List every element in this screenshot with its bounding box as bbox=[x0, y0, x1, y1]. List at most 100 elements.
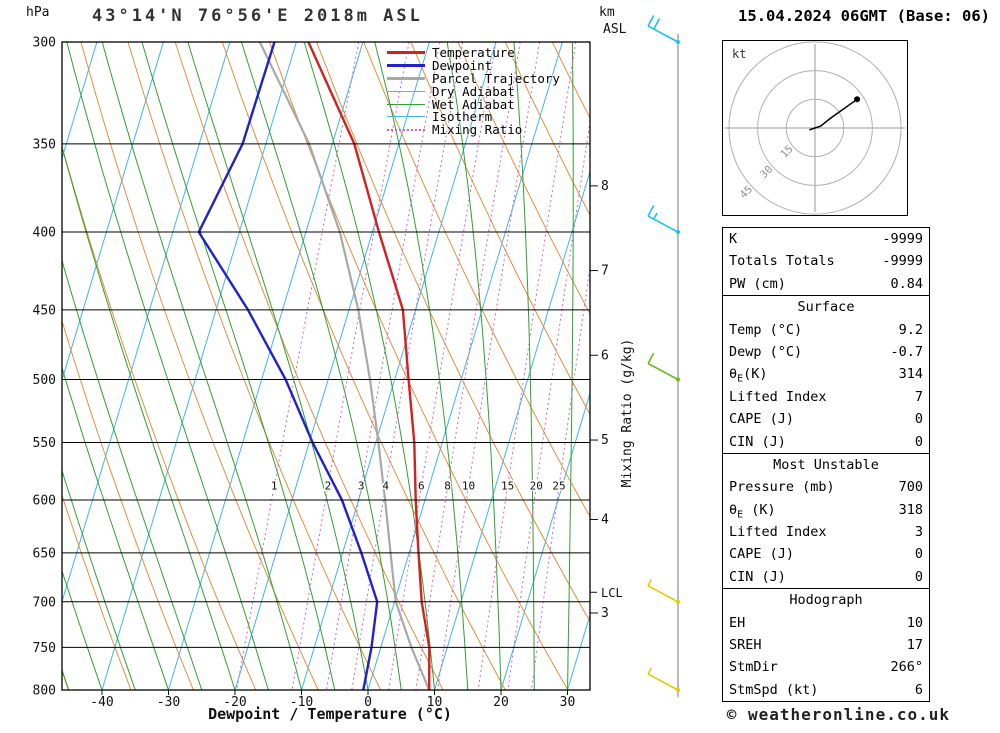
isotherm-line bbox=[634, 42, 712, 690]
table-row: Temp (°C) 9.2 bbox=[723, 319, 929, 341]
row-label: Dewp (°C) bbox=[729, 343, 803, 360]
row-value: 9.2 bbox=[898, 321, 923, 338]
credit-link[interactable]: © weatheronline.co.uk bbox=[726, 705, 950, 724]
row-label: PW (cm) bbox=[729, 275, 786, 292]
row-label: CAPE (J) bbox=[729, 411, 795, 428]
table-row: Pressure (mb) 700 bbox=[723, 476, 929, 498]
mixing-ratio-line bbox=[236, 42, 360, 690]
km-tick-label: 5 bbox=[601, 433, 609, 448]
table-row: StmDir 266° bbox=[723, 656, 929, 678]
km-tick-label: 3 bbox=[601, 606, 609, 621]
row-value: 0 bbox=[914, 546, 923, 563]
mixing-ratio-axis-label: Mixing Ratio (g/kg) bbox=[620, 339, 635, 488]
row-value: 6 bbox=[914, 681, 923, 698]
legend-line-temperature bbox=[387, 50, 425, 54]
pressure-tick-label: 750 bbox=[33, 641, 56, 656]
legend-item-dry_adiabat: Dry Adiabat bbox=[387, 84, 560, 99]
row-label: CIN (J) bbox=[729, 433, 786, 450]
mixing-ratio-value-label: 1 bbox=[271, 480, 278, 493]
pressure-tick-label: 400 bbox=[33, 226, 56, 241]
table-group-header: Hodograph bbox=[789, 592, 863, 609]
row-value: 314 bbox=[898, 366, 923, 383]
mixing-ratio-value-label: 3 bbox=[358, 480, 365, 493]
isotherm-line bbox=[168, 42, 364, 690]
pressure-tick-label: 550 bbox=[33, 436, 56, 451]
chart-legend: Temperature Dewpoint Parcel Trajectory Dry … bbox=[387, 45, 560, 137]
km-tick-label: 4 bbox=[601, 512, 609, 527]
barb-shaft bbox=[647, 362, 679, 381]
table-row: EH 10 bbox=[723, 612, 929, 634]
table-group: Surface Temp (°C) 9.2 Dewp (°C) -0.7 θE(K) 314… bbox=[722, 295, 930, 454]
legend-line-mixing_ratio bbox=[387, 128, 425, 131]
isotherm-line bbox=[101, 42, 297, 690]
dry-adiabat-line bbox=[62, 319, 194, 690]
table-row: SREH 17 bbox=[723, 634, 929, 656]
legend-line-dry_adiabat bbox=[387, 90, 425, 92]
hodograph-trace-dot bbox=[854, 96, 861, 103]
legend-line-dewpoint bbox=[387, 63, 425, 67]
barb-base-dot bbox=[676, 377, 680, 382]
legend-item-mixing_ratio: Mixing Ratio bbox=[387, 122, 560, 137]
wind-barb bbox=[647, 352, 680, 382]
dry-adiabat-line bbox=[647, 42, 712, 690]
pressure-tick-label: 450 bbox=[33, 303, 56, 318]
isotherm-line bbox=[234, 42, 430, 690]
wet-adiabat-line bbox=[62, 469, 136, 690]
table-row: Totals Totals -9999 bbox=[723, 250, 929, 272]
row-label: CAPE (J) bbox=[729, 546, 795, 563]
pressure-axis-unit: hPa bbox=[26, 5, 49, 20]
row-value: 318 bbox=[898, 501, 923, 518]
km-tick-label: 8 bbox=[601, 179, 609, 194]
legend-item-wet_adiabat: Wet Adiabat bbox=[387, 97, 560, 112]
isotherm-line bbox=[434, 169, 590, 690]
hodograph-ring bbox=[728, 41, 902, 215]
row-label: K bbox=[729, 231, 738, 247]
hodograph-trace bbox=[809, 98, 858, 131]
barb-full bbox=[653, 18, 661, 30]
barb-full bbox=[647, 352, 655, 364]
table-row: Dewp (°C) -0.7 bbox=[723, 341, 929, 363]
theta-subscript: E bbox=[737, 509, 744, 521]
row-label: StmSpd (kt) bbox=[729, 681, 819, 698]
hodograph-unit-label: kt bbox=[732, 47, 746, 61]
mixing-ratio-value-label: 20 bbox=[530, 480, 543, 493]
mixing-ratio-line bbox=[326, 42, 441, 690]
barb-base-dot bbox=[676, 599, 680, 604]
table-row: K -9999 bbox=[723, 228, 929, 250]
row-value: 3 bbox=[914, 524, 923, 541]
table-group: Hodograph EH 10 SREH 17 StmDir 266° StmSpd (kt)… bbox=[722, 588, 930, 703]
chart-border bbox=[61, 41, 591, 691]
legend-item-isotherm: Isotherm bbox=[387, 109, 560, 124]
wind-barb bbox=[647, 579, 680, 604]
km-tick-label: 7 bbox=[601, 264, 609, 279]
hodograph-ring bbox=[757, 70, 873, 186]
lcl-label: LCL bbox=[601, 586, 623, 600]
table-row: θE (K) 318 bbox=[723, 499, 929, 521]
legend-item-temperature: Temperature bbox=[387, 45, 560, 60]
row-value: -0.7 bbox=[890, 343, 923, 360]
row-label: CIN (J) bbox=[729, 568, 786, 585]
row-value: 700 bbox=[898, 479, 923, 496]
mixing-ratio-value-label: 6 bbox=[418, 480, 425, 493]
barb-shaft bbox=[647, 25, 679, 43]
wet-adiabat-line bbox=[303, 42, 435, 690]
barb-shaft bbox=[647, 673, 679, 691]
station-title: 43°14'N 76°56'E 2018m ASL bbox=[92, 6, 423, 26]
table-row: Lifted Index 7 bbox=[723, 386, 929, 408]
barb-full bbox=[647, 15, 655, 27]
isotherm-line bbox=[62, 42, 231, 604]
temp-tick-label: -10 bbox=[290, 695, 313, 710]
row-value: 266° bbox=[890, 659, 923, 676]
row-label: StmDir bbox=[729, 659, 778, 676]
table-row: CAPE (J) 0 bbox=[723, 408, 929, 430]
mixing-ratio-line bbox=[507, 118, 590, 690]
row-value: 0 bbox=[914, 568, 923, 585]
mixing-ratio-value-label: 2 bbox=[325, 480, 332, 493]
dry-adiabat-line bbox=[316, 42, 590, 623]
dry-adiabat-line bbox=[363, 42, 590, 518]
mixing-ratio-value-label: 15 bbox=[501, 480, 514, 493]
isotherm-line bbox=[62, 42, 98, 161]
temperature-curve bbox=[307, 42, 431, 690]
